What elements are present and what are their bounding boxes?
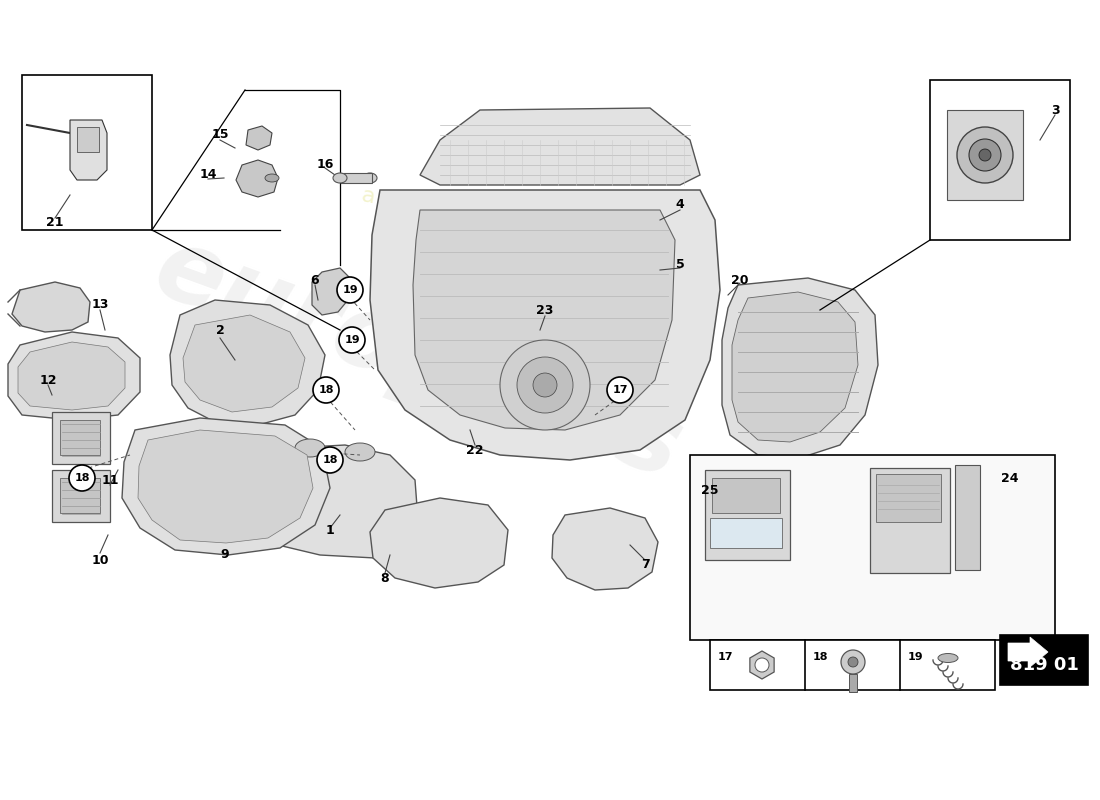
Polygon shape — [236, 160, 278, 197]
Text: 18: 18 — [322, 455, 338, 465]
Circle shape — [337, 277, 363, 303]
Bar — [710, 640, 996, 690]
Circle shape — [957, 127, 1013, 183]
Circle shape — [69, 465, 95, 491]
Bar — [52, 412, 110, 464]
Ellipse shape — [333, 173, 346, 183]
Text: 21: 21 — [46, 215, 64, 229]
Circle shape — [517, 357, 573, 413]
Text: 14: 14 — [199, 169, 217, 182]
Text: a passion for parts since 1985: a passion for parts since 1985 — [361, 185, 695, 263]
Polygon shape — [1008, 637, 1048, 667]
Polygon shape — [70, 120, 107, 180]
Text: 16: 16 — [317, 158, 333, 171]
Text: 19: 19 — [342, 285, 358, 295]
Polygon shape — [750, 651, 774, 679]
Text: 11: 11 — [101, 474, 119, 486]
Text: 5: 5 — [675, 258, 684, 271]
Text: 25: 25 — [702, 483, 718, 497]
Circle shape — [755, 658, 769, 672]
Ellipse shape — [345, 443, 375, 461]
Polygon shape — [312, 268, 350, 315]
Polygon shape — [8, 332, 140, 420]
Text: 3: 3 — [1050, 103, 1059, 117]
Polygon shape — [552, 508, 658, 590]
Bar — [705, 470, 790, 560]
Polygon shape — [246, 126, 272, 150]
Polygon shape — [420, 108, 700, 185]
Text: 17: 17 — [613, 385, 628, 395]
Circle shape — [317, 447, 343, 473]
Bar — [955, 465, 980, 570]
Text: 13: 13 — [91, 298, 109, 311]
Polygon shape — [183, 315, 305, 412]
Text: 20: 20 — [732, 274, 749, 286]
Bar — [712, 478, 780, 513]
Polygon shape — [722, 278, 878, 458]
Circle shape — [534, 373, 557, 397]
Text: 18: 18 — [75, 473, 90, 483]
Text: 19: 19 — [908, 652, 924, 662]
Circle shape — [848, 657, 858, 667]
Text: 18: 18 — [813, 652, 828, 662]
Text: 4: 4 — [675, 198, 684, 211]
Text: 819 01: 819 01 — [1010, 656, 1078, 674]
Bar — [77, 127, 99, 152]
Text: 2: 2 — [216, 323, 224, 337]
Ellipse shape — [295, 439, 324, 457]
Circle shape — [500, 340, 590, 430]
Text: 24: 24 — [1001, 471, 1019, 485]
Bar — [1000, 635, 1088, 685]
Text: 9: 9 — [221, 549, 229, 562]
Text: 12: 12 — [40, 374, 57, 386]
Text: 7: 7 — [640, 558, 649, 571]
Bar — [930, 80, 1070, 240]
Text: europarts: europarts — [142, 220, 694, 500]
Bar — [710, 518, 782, 548]
Ellipse shape — [938, 654, 958, 662]
Polygon shape — [242, 445, 418, 558]
Text: 22: 22 — [466, 443, 484, 457]
Bar — [876, 474, 940, 522]
Bar — [947, 110, 1023, 200]
Polygon shape — [412, 210, 675, 430]
Bar — [690, 455, 1055, 640]
Polygon shape — [732, 292, 858, 442]
Bar — [22, 75, 152, 230]
Bar — [870, 468, 950, 573]
Text: 10: 10 — [91, 554, 109, 566]
Circle shape — [339, 327, 365, 353]
Bar — [60, 420, 100, 455]
Polygon shape — [18, 342, 125, 410]
Circle shape — [314, 377, 339, 403]
Text: 15: 15 — [211, 129, 229, 142]
Bar — [60, 478, 100, 513]
Ellipse shape — [245, 441, 275, 459]
Ellipse shape — [363, 173, 377, 183]
Text: 8: 8 — [381, 571, 389, 585]
Text: 18: 18 — [318, 385, 333, 395]
Polygon shape — [370, 498, 508, 588]
Polygon shape — [370, 190, 720, 460]
Polygon shape — [122, 418, 330, 555]
Polygon shape — [138, 430, 314, 543]
Ellipse shape — [265, 174, 279, 182]
Bar — [340, 173, 372, 183]
Text: 1: 1 — [326, 523, 334, 537]
Text: 19: 19 — [344, 335, 360, 345]
Text: 17: 17 — [718, 652, 734, 662]
Circle shape — [607, 377, 632, 403]
Text: 6: 6 — [310, 274, 319, 286]
Circle shape — [969, 139, 1001, 171]
Text: 23: 23 — [537, 303, 553, 317]
Bar — [52, 470, 110, 522]
Polygon shape — [170, 300, 324, 425]
Bar — [849, 674, 857, 692]
Circle shape — [979, 149, 991, 161]
Polygon shape — [12, 282, 90, 332]
Circle shape — [842, 650, 865, 674]
